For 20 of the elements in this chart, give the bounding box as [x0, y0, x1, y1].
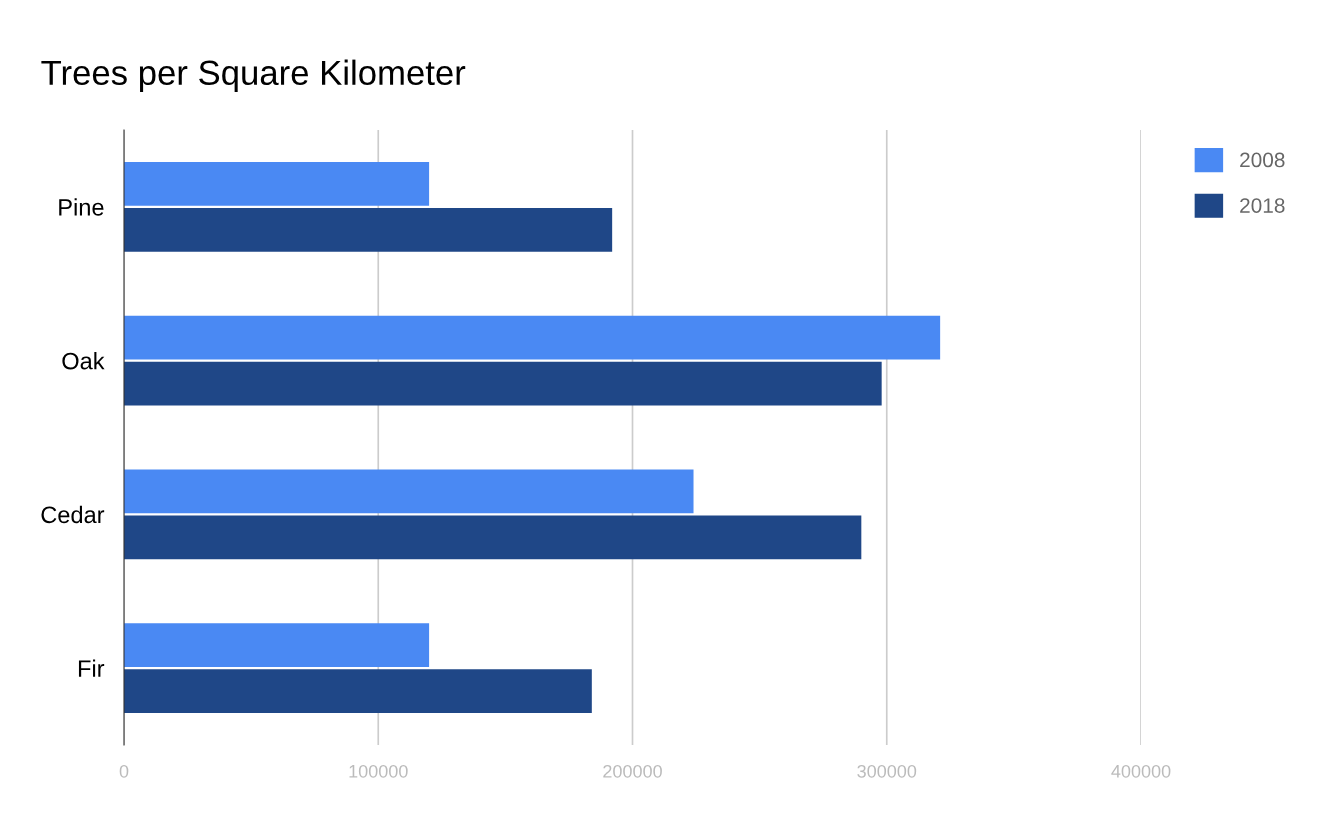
x-tick-label: 400000 — [1111, 764, 1171, 778]
y-tick-label: Cedar — [41, 505, 105, 524]
x-tick-label: 100000 — [349, 764, 408, 778]
chart-title: Trees per Square Kilometer — [41, 59, 466, 92]
legend-label: 2008 — [1240, 152, 1285, 168]
bar — [124, 515, 862, 560]
bar — [124, 208, 613, 252]
bar — [124, 315, 941, 360]
bar — [124, 469, 694, 514]
x-tick-label: 200000 — [603, 764, 662, 778]
y-tick-label: Oak — [62, 352, 105, 370]
legend-label: 2018 — [1240, 198, 1285, 213]
x-tick-label: 300000 — [857, 764, 917, 778]
bar — [124, 161, 430, 206]
y-tick-label: Fir — [78, 659, 105, 677]
x-tick-label: 0 — [119, 764, 129, 778]
bar — [124, 623, 430, 667]
bar — [124, 669, 592, 714]
y-tick-label: Pine — [59, 198, 104, 216]
bar — [124, 361, 882, 406]
